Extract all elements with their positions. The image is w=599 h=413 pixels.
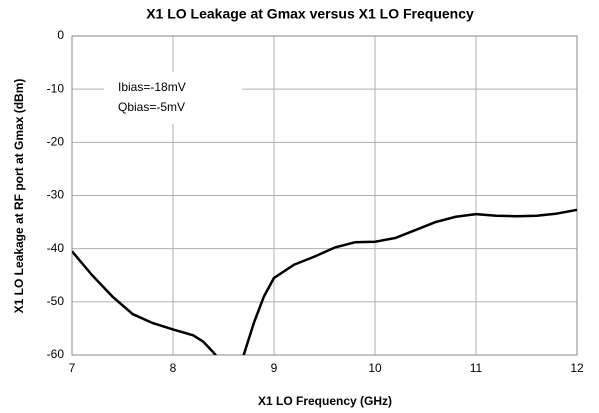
y-tick-label: 0 — [57, 28, 64, 42]
x-tick-label: 12 — [570, 361, 584, 375]
annotation: Qbias=-5mV — [118, 100, 185, 114]
chart-title: X1 LO Leakage at Gmax versus X1 LO Frequ… — [146, 6, 474, 22]
x-tick-label: 7 — [69, 361, 76, 375]
y-tick-label: -30 — [47, 188, 65, 202]
line-series — [72, 208, 577, 355]
x-tick-label: 9 — [271, 361, 278, 375]
y-tick-label: -10 — [47, 81, 65, 95]
x-tick-label: 10 — [368, 361, 382, 375]
x-tick-label: 11 — [470, 361, 483, 375]
y-tick-label: -20 — [47, 135, 65, 149]
plot-border — [71, 35, 578, 356]
y-tick-label: -40 — [47, 241, 65, 255]
annotation-box — [104, 72, 242, 124]
x-axis-label: X1 LO Frequency (GHz) — [258, 394, 392, 408]
y-axis-label: X1 LO Leakage at RF port at Gmax (dBm) — [12, 79, 26, 314]
x-tick-label: 8 — [170, 361, 177, 375]
y-tick-label: -60 — [47, 347, 65, 361]
y-tick-label: -50 — [47, 294, 65, 308]
annotation: Ibias=-18mV — [118, 80, 186, 94]
